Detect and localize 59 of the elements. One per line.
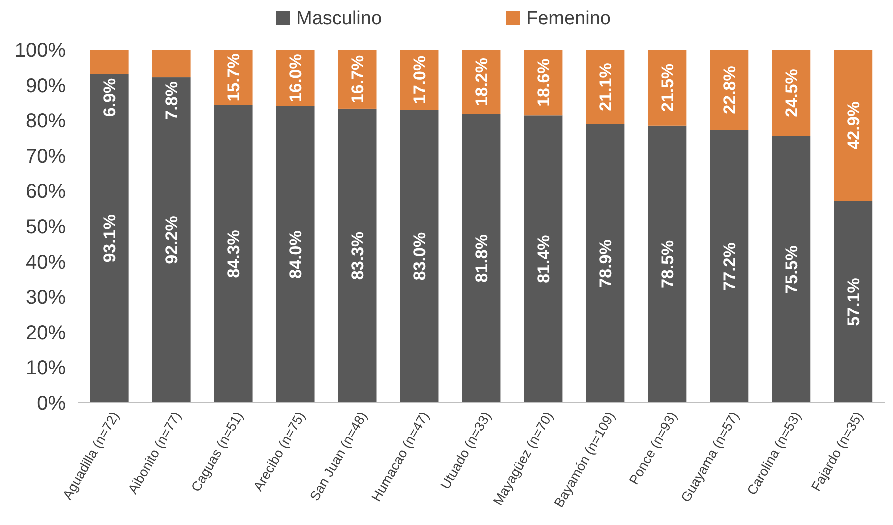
data-label: 57.1% [844, 278, 864, 326]
data-label: 17.0% [410, 56, 430, 104]
y-tick-label: 30% [26, 287, 66, 310]
bar [214, 105, 253, 403]
y-tick-label: 10% [26, 358, 66, 380]
bar [710, 50, 749, 130]
data-label: 22.8% [720, 66, 740, 114]
y-tick-label: 70% [26, 146, 66, 168]
data-label: 16.0% [286, 54, 306, 102]
data-label: 6.9% [100, 78, 120, 118]
bar [276, 106, 315, 403]
y-tick-label: 20% [26, 322, 66, 344]
y-tick-label: 80% [26, 110, 66, 133]
bar [586, 124, 625, 403]
data-label: 83.0% [410, 232, 430, 281]
bar [524, 116, 563, 403]
data-label: 77.2% [720, 242, 740, 291]
data-label: 92.2% [162, 216, 182, 264]
y-tick-label: 60% [26, 181, 66, 204]
y-tick-label: 0% [37, 393, 66, 415]
legend-label: Femenino [526, 8, 611, 30]
bar [90, 74, 129, 403]
data-label: 24.5% [782, 69, 802, 118]
bar [338, 108, 377, 403]
data-label: 21.1% [596, 63, 616, 112]
bar [834, 50, 873, 202]
y-tick-label: 40% [26, 252, 66, 274]
bar [648, 126, 687, 403]
data-label: 16.7% [348, 55, 368, 104]
data-label: 84.0% [286, 230, 306, 279]
data-label: 78.9% [596, 240, 616, 288]
data-label: 15.7% [224, 54, 244, 102]
data-label: 7.8% [162, 82, 182, 120]
y-tick-label: 50% [26, 216, 66, 238]
y-tick-label: 90% [26, 75, 66, 98]
bar [462, 114, 501, 403]
data-label: 75.5% [782, 246, 802, 294]
data-label: 18.6% [534, 58, 554, 107]
data-label: 78.5% [658, 240, 678, 289]
bar [90, 50, 129, 74]
bar [834, 201, 873, 403]
bar [152, 78, 191, 403]
y-tick-label: 100% [14, 40, 66, 62]
data-label: 81.8% [472, 234, 492, 283]
data-label: 81.4% [534, 235, 554, 284]
bar [772, 136, 811, 403]
bar [152, 50, 191, 78]
data-label: 18.2% [472, 58, 492, 106]
data-label: 84.3% [224, 230, 244, 278]
bar [586, 50, 625, 124]
data-label: 42.9% [844, 102, 864, 150]
bar [400, 110, 439, 403]
bar [772, 50, 811, 136]
data-label: 93.1% [100, 214, 120, 263]
data-label: 83.3% [348, 232, 368, 280]
data-label: 21.5% [658, 64, 678, 112]
legend-label: Masculino [296, 8, 382, 30]
bar [710, 130, 749, 403]
bar [648, 50, 687, 126]
